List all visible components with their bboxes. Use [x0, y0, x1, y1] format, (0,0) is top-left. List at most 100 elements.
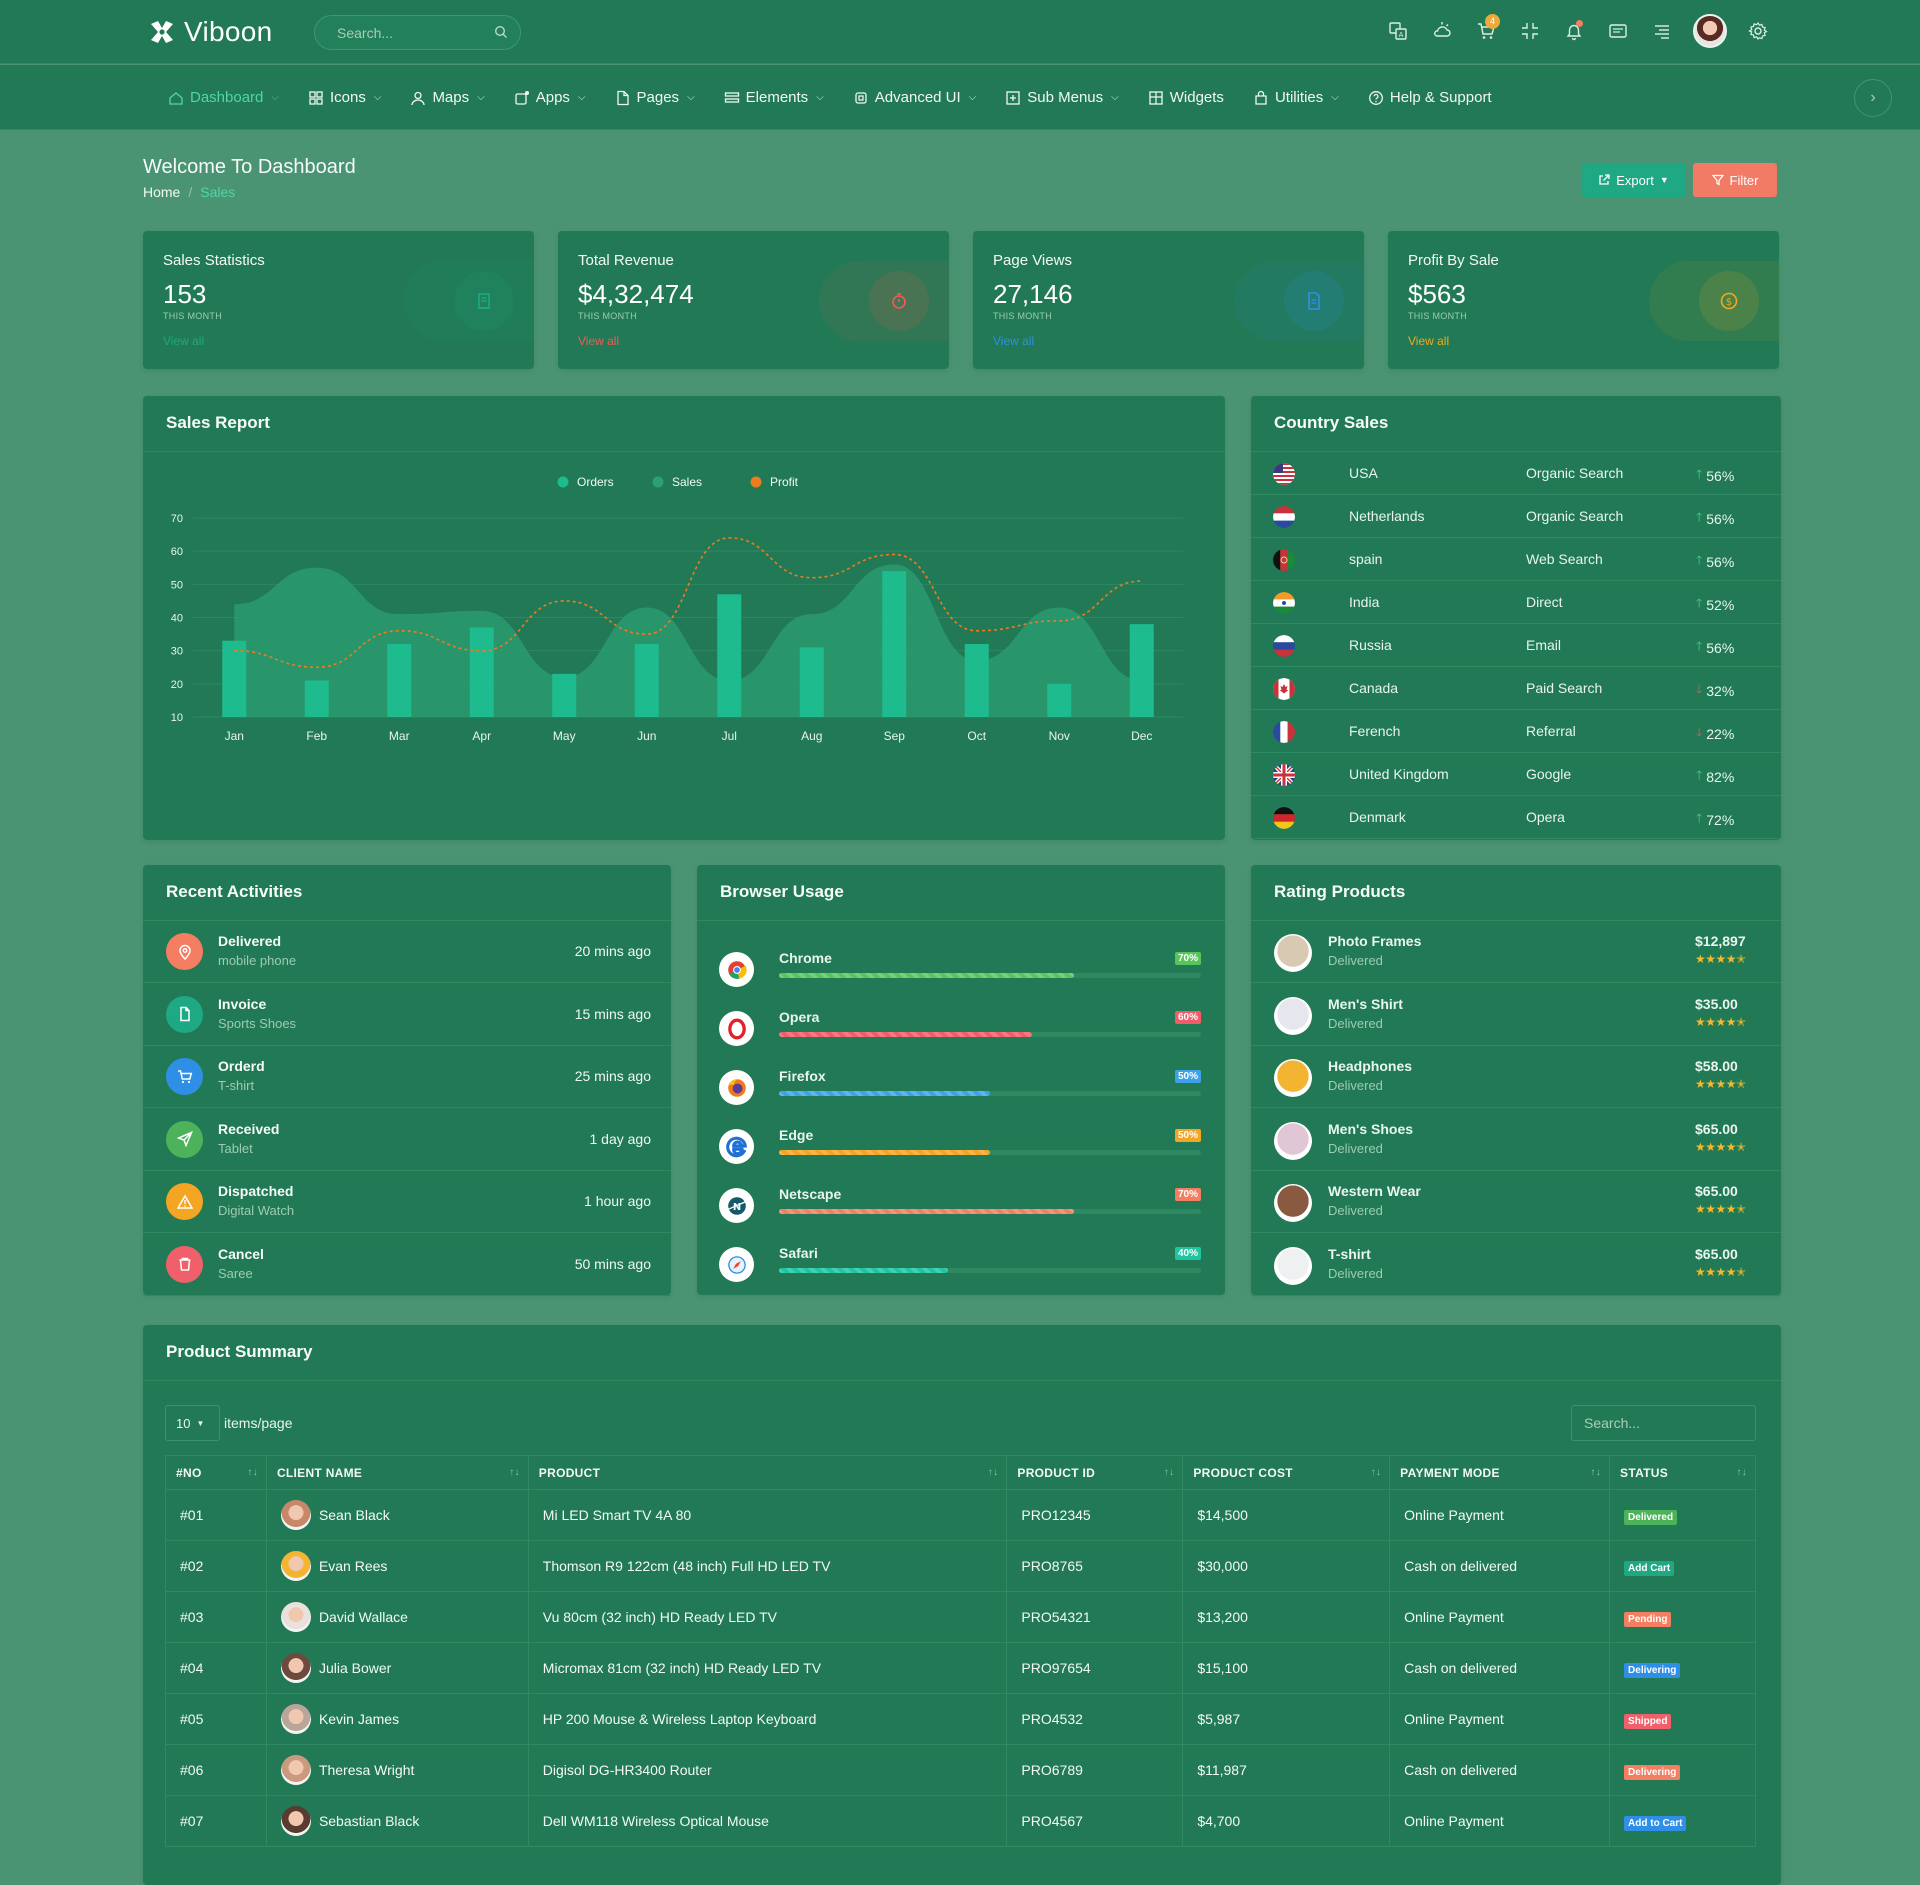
table-row[interactable]: #02 Evan Rees Thomson R9 122cm (48 inch) F…: [165, 1540, 1756, 1592]
column-header-status[interactable]: STATUS ↑↓: [1609, 1455, 1756, 1490]
status-cell: Shipped: [1609, 1693, 1756, 1745]
column-header-client-name[interactable]: CLIENT NAME ↑↓: [265, 1455, 529, 1490]
nav-item-sub-menus[interactable]: Sub Menus ⌵: [1005, 89, 1119, 106]
rated-product-item[interactable]: Western Wear Delivered $65.00 ★★★★✭: [1251, 1171, 1781, 1233]
nav-item-utilities[interactable]: Utilities ⌵: [1253, 89, 1339, 106]
minimize-icon: [1522, 23, 1538, 39]
country-percentage: 🡑 56%: [1696, 637, 1734, 658]
traffic-source: Referral: [1526, 723, 1576, 739]
profile-button[interactable]: [1692, 14, 1728, 48]
column-header-product-cost[interactable]: PRODUCT COST ↑↓: [1182, 1455, 1391, 1490]
messages-button[interactable]: [1604, 14, 1632, 48]
activity-item[interactable]: Delivered mobile phone 20 mins ago: [143, 921, 671, 983]
table-row[interactable]: #05 Kevin James HP 200 Mouse & Wireless La…: [165, 1693, 1756, 1745]
legend-item-sales[interactable]: Sales: [652, 475, 703, 489]
settings-button[interactable]: [1744, 14, 1772, 48]
sort-icon[interactable]: ↑↓: [987, 1467, 999, 1478]
sort-icon[interactable]: ↑↓: [509, 1467, 520, 1478]
country-sales-card: Country Sales USA Organic Search 🡑 56% Nethe…: [1251, 396, 1781, 840]
fullscreen-button[interactable]: [1516, 14, 1544, 48]
activity-icon-circle: [166, 1058, 203, 1095]
rated-product-item[interactable]: Men's Shirt Delivered $35.00 ★★★★✭: [1251, 984, 1781, 1046]
rated-product-item[interactable]: T-shirt Delivered $65.00 ★★★★✭: [1251, 1234, 1781, 1296]
orders-bar: [882, 571, 907, 717]
stat-period: THIS MONTH: [1408, 311, 1467, 321]
nav-item-dashboard[interactable]: Dashboard ⌵: [168, 89, 279, 106]
weather-button[interactable]: [1428, 14, 1456, 48]
column-header-label: CLIENT NAME: [276, 1465, 363, 1480]
stat-icon-backdrop: [1234, 261, 1364, 341]
product-status: Delivered: [1328, 953, 1383, 968]
product-name: Western Wear: [1328, 1183, 1421, 1199]
translate-button[interactable]: A: [1384, 14, 1412, 48]
nav-item-apps[interactable]: Apps ⌵: [514, 89, 586, 106]
table-search-input[interactable]: [1571, 1405, 1756, 1441]
nav-item-elements[interactable]: Elements ⌵: [724, 89, 824, 106]
x-tick-label: Nov: [1049, 729, 1070, 743]
nav-item-widgets[interactable]: Widgets: [1148, 89, 1224, 106]
sort-icon[interactable]: ↑↓: [1163, 1467, 1175, 1478]
table-row[interactable]: #04 Julia Bower Micromax 81cm (32 inch) HD…: [165, 1642, 1756, 1694]
column-header-payment-mode[interactable]: PAYMENT MODE ↑↓: [1389, 1455, 1611, 1490]
sort-icon[interactable]: ↑↓: [247, 1467, 258, 1478]
stat-period: THIS MONTH: [578, 311, 637, 321]
activity-subtitle: Digital Watch: [218, 1203, 295, 1218]
rated-product-item[interactable]: Photo Frames Delivered $12,897 ★★★★✭: [1251, 921, 1781, 983]
nav-item-maps[interactable]: Maps ⌵: [410, 89, 485, 106]
rated-product-item[interactable]: Men's Shoes Delivered $65.00 ★★★★✭: [1251, 1109, 1781, 1171]
filter-button[interactable]: Filter: [1693, 163, 1777, 197]
view-all-link[interactable]: View all: [993, 334, 1035, 348]
legend-item-profit[interactable]: Profit: [750, 475, 799, 489]
column-header-product[interactable]: PRODUCT ↑↓: [527, 1455, 1008, 1490]
view-all-link[interactable]: View all: [578, 334, 620, 348]
activity-item[interactable]: Received Tablet 1 day ago: [143, 1109, 671, 1171]
column-header-no[interactable]: #NO ↑↓: [165, 1455, 267, 1490]
table-row[interactable]: #06 Theresa Wright Digisol DG-HR3400 Route…: [165, 1744, 1756, 1796]
legend-item-orders[interactable]: Orders: [557, 475, 614, 489]
nav-item-help-support[interactable]: Help & Support: [1368, 89, 1492, 106]
browser-percentage-badge: 70%: [1174, 1188, 1201, 1201]
cart-count-badge: 4: [1485, 14, 1500, 29]
sort-icon[interactable]: ↑↓: [1590, 1467, 1602, 1478]
table-row[interactable]: #03 David Wallace Vu 80cm (32 inch) HD Rea…: [165, 1591, 1756, 1643]
view-all-link[interactable]: View all: [163, 334, 205, 348]
notifications-button[interactable]: [1560, 14, 1588, 48]
progress-track: [779, 1150, 1201, 1155]
activity-item[interactable]: Dispatched Digital Watch 1 hour ago: [143, 1171, 671, 1233]
activity-subtitle: Saree: [218, 1265, 253, 1281]
cart-icon: [177, 1069, 192, 1083]
legend-marker: [750, 476, 762, 488]
rated-product-item[interactable]: Headphones Delivered $58.00 ★★★★✭: [1251, 1046, 1781, 1108]
nav-item-label: Maps: [432, 89, 470, 106]
search-input[interactable]: [337, 16, 487, 49]
nav-scroll-next-button[interactable]: ›: [1854, 79, 1892, 117]
activity-item[interactable]: Cancel Saree 50 mins ago: [143, 1234, 671, 1296]
cart-button[interactable]: 4: [1472, 14, 1500, 48]
table-row[interactable]: #07 Sebastian Black Dell WM118 Wireless Op…: [165, 1795, 1756, 1847]
breadcrumb-separator: /: [188, 184, 193, 200]
export-button[interactable]: Export ▼: [1582, 163, 1685, 197]
items-per-page-select[interactable]: 10 ▼: [165, 1405, 220, 1441]
menu-toggle-button[interactable]: [1648, 14, 1676, 48]
sort-icon[interactable]: ↑↓: [1736, 1467, 1747, 1478]
column-header-product-id[interactable]: PRODUCT ID ↑↓: [1006, 1455, 1184, 1490]
divider: [1251, 451, 1781, 452]
breadcrumb-home-link[interactable]: Home: [143, 184, 181, 200]
view-all-link[interactable]: View all: [1408, 334, 1450, 348]
us-flag-icon: [1273, 463, 1295, 485]
nav-item-advanced-ui[interactable]: Advanced UI ⌵: [853, 89, 976, 106]
brand-logo[interactable]: Viboon: [148, 16, 272, 48]
nav-item-icons[interactable]: Icons ⌵: [308, 89, 381, 106]
table-row[interactable]: #01 Sean Black Mi LED Smart TV 4A 80 PRO123…: [165, 1489, 1756, 1541]
sort-icon[interactable]: ↑↓: [1370, 1467, 1382, 1478]
nl-flag-icon: [1273, 506, 1295, 528]
arrow-down-icon: 🡓: [1696, 725, 1703, 739]
activity-item[interactable]: Invoice Sports Shoes 15 mins ago: [143, 984, 671, 1046]
stat-label: Profit By Sale: [1408, 252, 1499, 269]
nav-item-pages[interactable]: Pages ⌵: [615, 89, 695, 106]
activity-item[interactable]: Orderd T-shirt 25 mins ago: [143, 1046, 671, 1108]
country-row: Russia Email 🡑 56%: [1251, 624, 1781, 667]
safari-icon: [727, 1255, 746, 1274]
search-icon[interactable]: [494, 25, 508, 39]
location-pin-icon: [178, 944, 191, 960]
